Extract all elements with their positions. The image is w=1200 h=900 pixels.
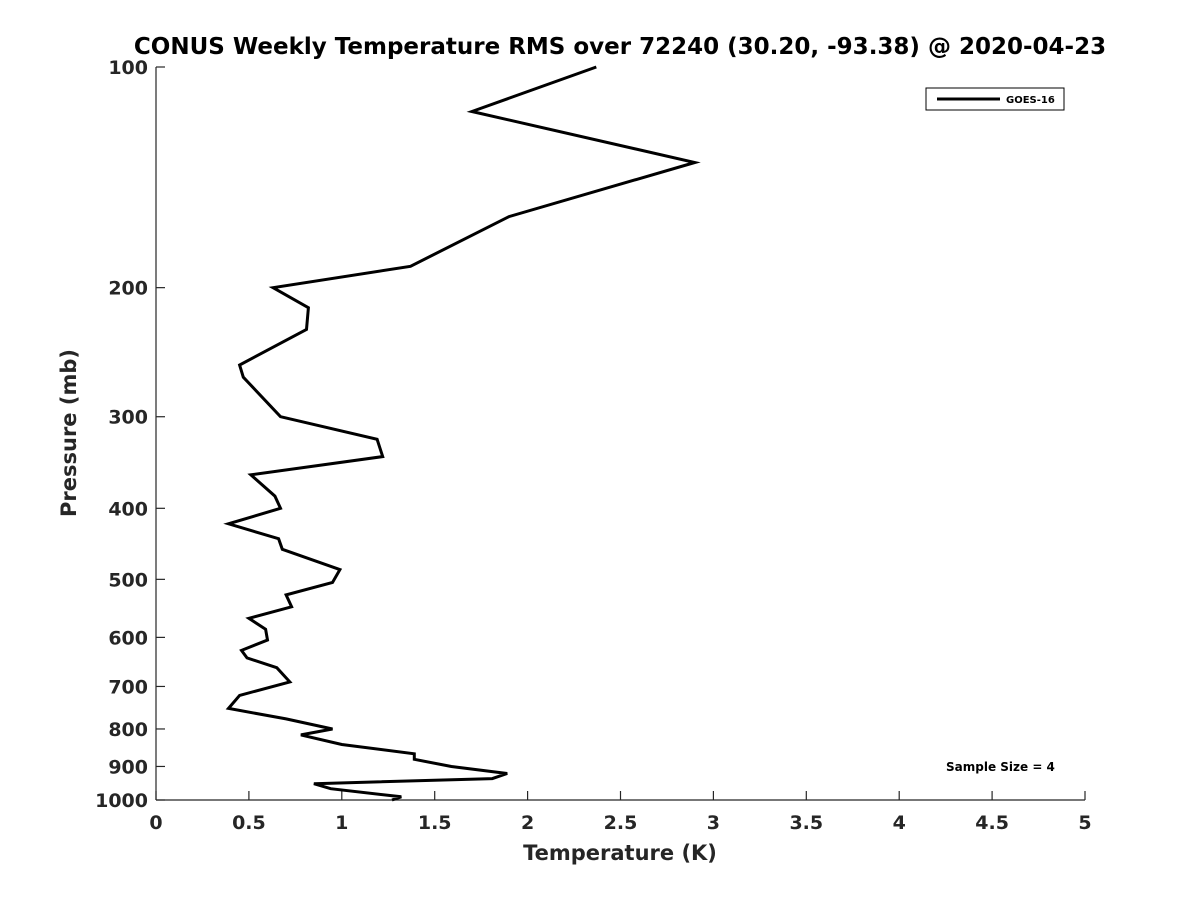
series-line-goes-16 (223, 65, 701, 802)
x-tick-label: 1.5 (418, 812, 452, 834)
legend: GOES-16 (925, 87, 1065, 111)
y-tick-label: 600 (108, 627, 148, 649)
sample-size-annotation: Sample Size = 4 (946, 760, 1055, 774)
chart-title: CONUS Weekly Temperature RMS over 72240 … (134, 34, 1106, 60)
x-axis-label: Temperature (K) (523, 841, 717, 865)
y-axis-label: Pressure (mb) (57, 349, 81, 517)
x-tick-label: 3 (707, 812, 720, 834)
legend-label: GOES-16 (1006, 95, 1055, 106)
x-tick-label: 4 (893, 812, 906, 834)
y-tick-label: 900 (108, 756, 148, 778)
x-tick-label: 1 (335, 812, 348, 834)
y-tick-label: 500 (108, 569, 148, 591)
x-tick-label: 0 (149, 812, 162, 834)
y-tick-label: 800 (108, 719, 148, 741)
x-tick-label: 3.5 (789, 812, 823, 834)
y-tick-label: 100 (108, 57, 148, 79)
y-tick-label: 1000 (95, 790, 148, 812)
x-tick-label: 2.5 (604, 812, 638, 834)
y-tick-label: 200 (108, 278, 148, 300)
x-tick-label: 2 (521, 812, 534, 834)
x-tick-label: 5 (1078, 812, 1091, 834)
y-tick-label: 300 (108, 407, 148, 429)
x-tick-label: 4.5 (975, 812, 1009, 834)
x-tick-label: 0.5 (232, 812, 266, 834)
axes: 0 0.5 1 1.5 2 2.5 3 3.5 4 4.5 5 100 200 300 400 500 600 7… (95, 57, 1092, 834)
y-tick-label: 700 (108, 676, 148, 698)
y-tick-label: 400 (108, 498, 148, 520)
